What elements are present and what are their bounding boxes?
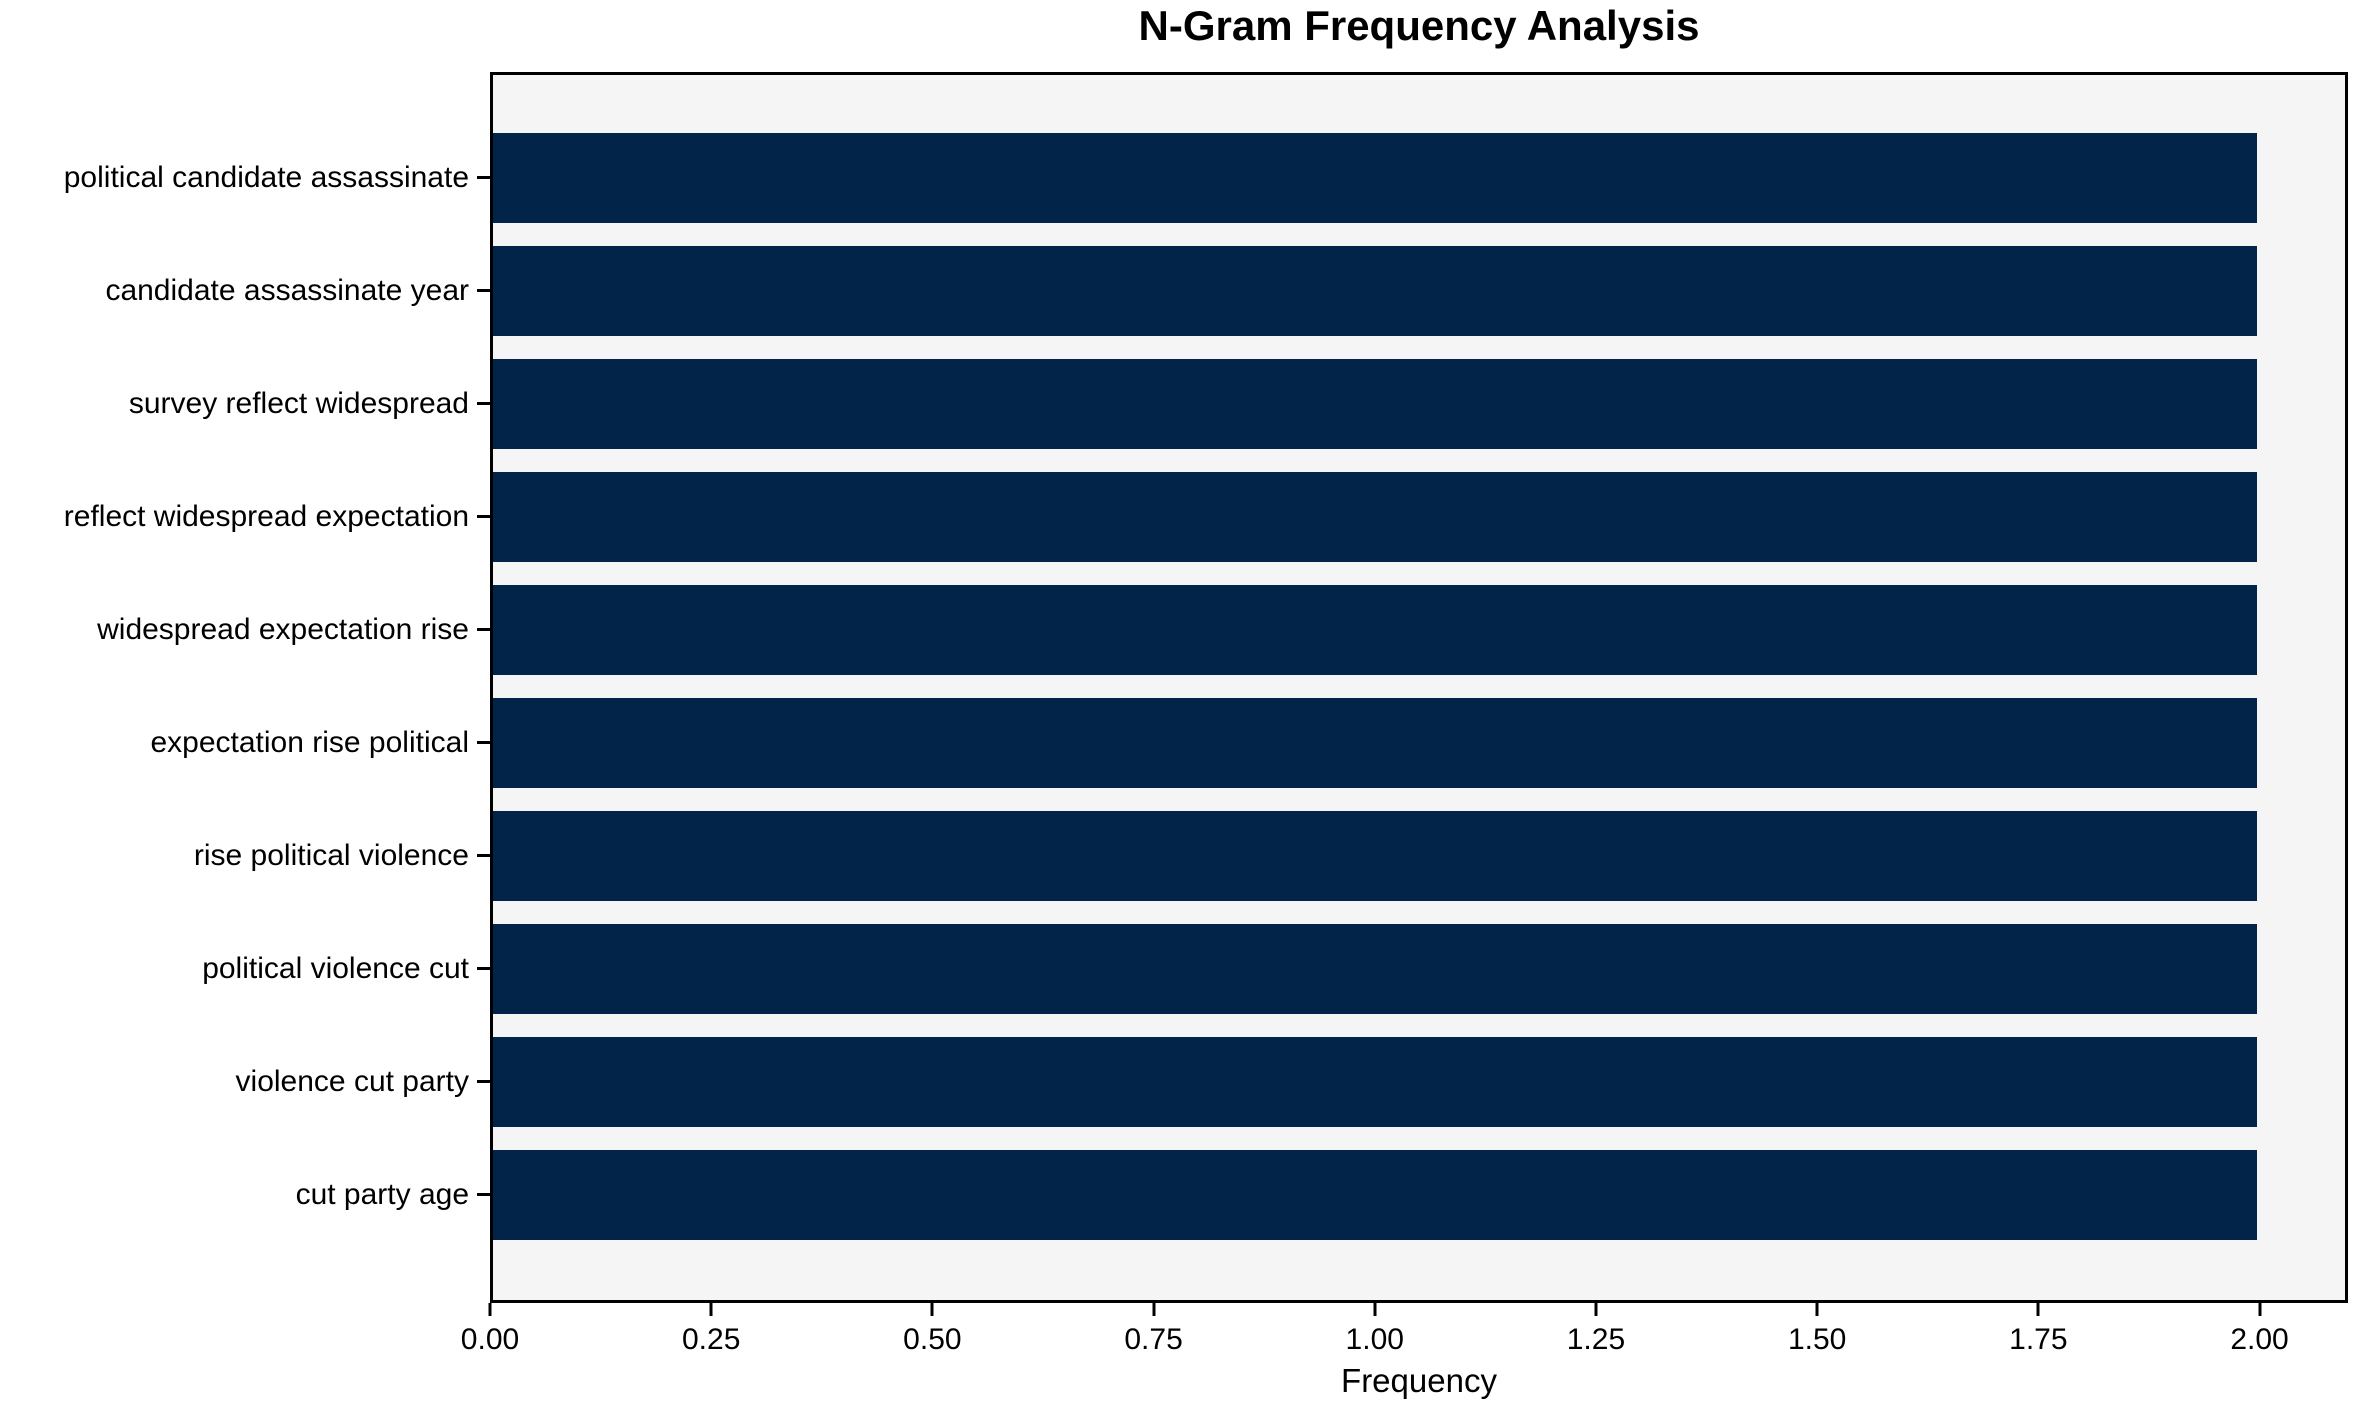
- y-tick-label-5: expectation rise political: [150, 725, 469, 759]
- bar-5: [493, 697, 2257, 788]
- y-tick-row: political violence cut: [0, 912, 490, 1025]
- y-tick-label-0: political candidate assassinate: [63, 160, 469, 194]
- bar-row: [493, 573, 2345, 686]
- bars-layer: [493, 75, 2345, 1300]
- bar-row: [493, 234, 2345, 347]
- y-tick-label-8: violence cut party: [235, 1064, 469, 1098]
- y-tick-row: survey reflect widespread: [0, 347, 490, 460]
- bar-3: [493, 471, 2257, 562]
- y-tick-mark: [477, 402, 490, 405]
- x-tick-mark: [930, 1303, 934, 1316]
- y-tick-row: candidate assassinate year: [0, 234, 490, 347]
- bar-row: [493, 460, 2345, 573]
- bar-8: [493, 1036, 2257, 1127]
- bar-row: [493, 121, 2345, 234]
- x-tick-mark: [1594, 1303, 1598, 1316]
- x-tick-mark: [1152, 1303, 1156, 1316]
- y-tick-mark: [477, 967, 490, 970]
- x-axis: 0.00 0.25 0.50 0.75 1.00 1.25 1.50 1.75 2.00: [461, 1303, 2348, 1373]
- x-tick-label-0: 0.00: [460, 1323, 520, 1356]
- x-tick-mark: [2036, 1303, 2040, 1316]
- y-tick-mark: [477, 1080, 490, 1083]
- bar-row: [493, 347, 2345, 460]
- y-tick-row: cut party age: [0, 1138, 490, 1251]
- plot-area: [490, 72, 2348, 1303]
- y-tick-mark: [477, 176, 490, 179]
- y-tick-mark: [477, 515, 490, 518]
- bar-1: [493, 245, 2257, 336]
- y-tick-mark: [477, 628, 490, 631]
- y-tick-mark: [477, 854, 490, 857]
- y-tick-row: widespread expectation rise: [0, 573, 490, 686]
- x-tick-mark: [1373, 1303, 1377, 1316]
- x-tick-label-7: 1.75: [2009, 1323, 2068, 1356]
- bar-row: [493, 799, 2345, 912]
- y-tick-label-4: widespread expectation rise: [97, 612, 469, 646]
- bar-row: [493, 1025, 2345, 1138]
- x-tick-mark: [1815, 1303, 1819, 1316]
- bar-row: [493, 686, 2345, 799]
- bar-2: [493, 358, 2257, 449]
- y-tick-label-2: survey reflect widespread: [128, 386, 469, 420]
- y-tick-label-7: political violence cut: [202, 951, 469, 985]
- bar-row: [493, 1138, 2345, 1251]
- bar-6: [493, 810, 2257, 901]
- x-axis-label: Frequency: [1341, 1362, 1497, 1399]
- y-tick-mark: [477, 741, 490, 744]
- y-tick-row: political candidate assassinate: [0, 121, 490, 234]
- x-tick-label-3: 0.75: [1124, 1323, 1183, 1356]
- bar-0: [493, 132, 2257, 223]
- chart-title: N-Gram Frequency Analysis: [1138, 2, 1700, 49]
- y-tick-label-1: candidate assassinate year: [105, 273, 469, 307]
- bar-row: [493, 912, 2345, 1025]
- bar-7: [493, 923, 2257, 1014]
- y-tick-row: violence cut party: [0, 1025, 490, 1138]
- x-tick-label-1: 0.25: [681, 1323, 741, 1356]
- x-tick-label-2: 0.50: [903, 1323, 962, 1356]
- y-axis: political candidate assassinate candidate…: [0, 72, 490, 1404]
- bar-9: [493, 1149, 2257, 1240]
- y-tick-mark: [477, 289, 490, 292]
- y-tick-label-6: rise political violence: [193, 838, 469, 872]
- x-tick-label-4: 1.00: [1345, 1323, 1404, 1356]
- x-tick-mark: [709, 1303, 713, 1316]
- y-tick-row: expectation rise political: [0, 686, 490, 799]
- x-tick-label-6: 1.50: [1787, 1323, 1847, 1356]
- x-tick-label-8: 2.00: [2230, 1323, 2289, 1356]
- y-tick-row: reflect widespread expectation: [0, 460, 490, 573]
- x-tick-mark: [2258, 1303, 2262, 1316]
- bar-4: [493, 584, 2257, 675]
- y-tick-label-3: reflect widespread expectation: [63, 499, 469, 533]
- y-tick-label-9: cut party age: [295, 1177, 469, 1211]
- y-tick-row: rise political violence: [0, 799, 490, 912]
- x-tick-label-5: 1.25: [1566, 1323, 1626, 1356]
- y-tick-mark: [477, 1193, 490, 1196]
- x-tick-mark: [488, 1303, 492, 1316]
